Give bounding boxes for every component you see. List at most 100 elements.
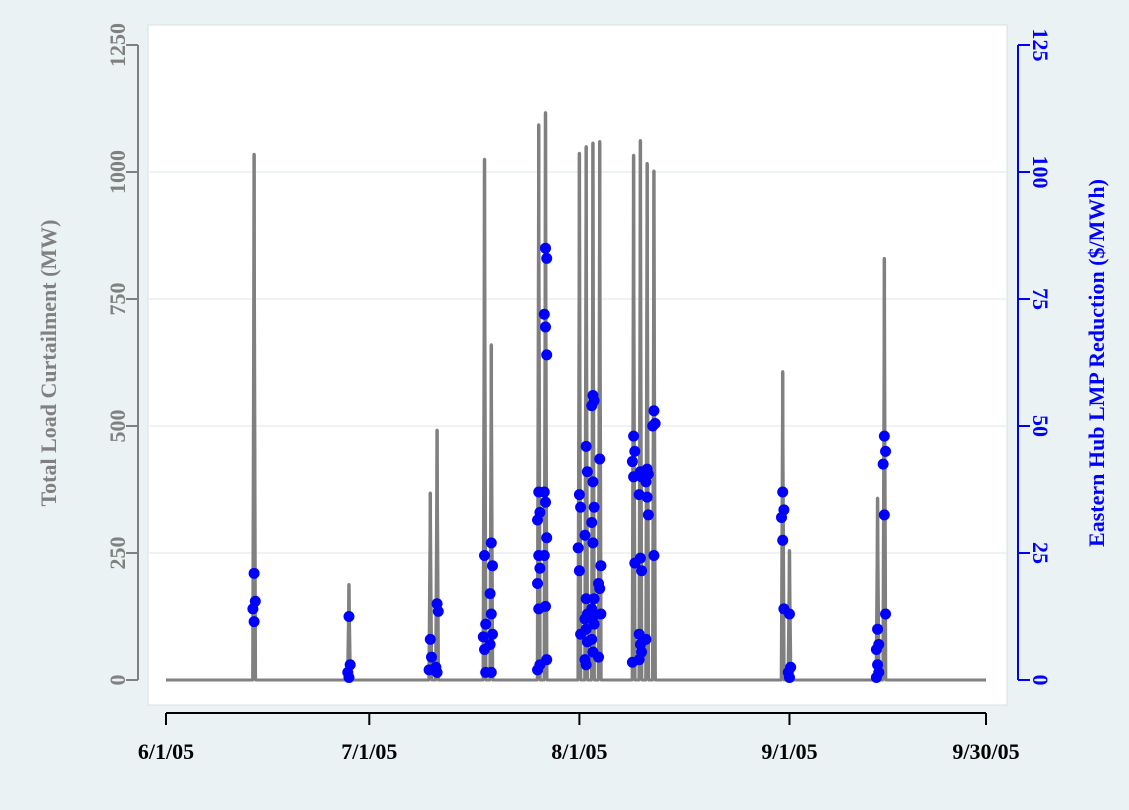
x-tick-label: 6/1/05 xyxy=(138,739,194,764)
lmp-point xyxy=(485,537,497,549)
lmp-point xyxy=(633,654,645,666)
lmp-point xyxy=(586,400,598,412)
lmp-point xyxy=(775,511,787,523)
lmp-point xyxy=(532,577,544,589)
lmp-point xyxy=(573,489,585,501)
left-tick-label: 750 xyxy=(105,283,130,316)
lmp-point xyxy=(593,651,605,663)
lmp-point xyxy=(484,638,496,650)
lmp-point xyxy=(580,623,592,635)
right-axis-ticks: 0 25 50 75 100 125 xyxy=(1018,29,1053,686)
lmp-point xyxy=(538,550,550,562)
lmp-point xyxy=(532,514,544,526)
lmp-point xyxy=(594,583,606,595)
left-axis-title: Total Load Curtailment (MW) xyxy=(36,219,61,506)
lmp-point xyxy=(587,476,599,488)
lmp-point xyxy=(484,588,496,600)
x-tick-label: 8/1/05 xyxy=(551,739,607,764)
lmp-point xyxy=(534,562,546,574)
right-tick-label: 100 xyxy=(1028,156,1053,189)
x-tick-label: 9/1/05 xyxy=(761,739,817,764)
lmp-point xyxy=(628,430,640,442)
lmp-point xyxy=(880,608,892,620)
lmp-point xyxy=(485,608,497,620)
lmp-point xyxy=(595,560,607,572)
left-axis-ticks: 0 250 500 750 1000 1250 xyxy=(105,23,138,686)
left-tick-label: 250 xyxy=(105,537,130,570)
lmp-point xyxy=(640,476,652,488)
lmp-point xyxy=(587,537,599,549)
lmp-point xyxy=(877,458,889,470)
lmp-point xyxy=(878,430,890,442)
left-tick-label: 1250 xyxy=(105,23,130,67)
lmp-point xyxy=(541,252,553,264)
right-tick-label: 25 xyxy=(1028,542,1053,564)
lmp-point xyxy=(626,456,638,468)
lmp-point xyxy=(648,405,660,417)
lmp-point xyxy=(425,651,437,663)
lmp-point xyxy=(588,618,600,630)
left-tick-label: 1000 xyxy=(105,150,130,194)
lmp-point xyxy=(431,666,443,678)
lmp-point xyxy=(572,542,584,554)
lmp-point xyxy=(580,659,592,671)
lmp-point xyxy=(870,671,882,683)
lmp-point xyxy=(580,440,592,452)
lmp-point xyxy=(538,486,550,498)
lmp-point xyxy=(870,644,882,656)
x-tick-label: 7/1/05 xyxy=(341,739,397,764)
lmp-point xyxy=(872,623,884,635)
lmp-point xyxy=(540,600,552,612)
left-tick-label: 0 xyxy=(105,675,130,686)
lmp-point xyxy=(248,616,260,628)
lmp-point xyxy=(538,308,550,320)
lmp-point xyxy=(480,618,492,630)
lmp-point xyxy=(636,565,648,577)
lmp-point xyxy=(532,664,544,676)
lmp-point xyxy=(541,654,553,666)
lmp-point xyxy=(647,420,659,432)
x-axis-ticks: 6/1/05 7/1/05 8/1/05 9/1/05 9/30/05 xyxy=(138,713,1020,764)
lmp-point xyxy=(247,603,259,615)
lmp-point xyxy=(343,611,355,622)
lmp-point xyxy=(248,567,260,579)
lmp-point xyxy=(588,501,600,513)
lmp-point xyxy=(540,496,552,508)
lmp-point xyxy=(586,517,598,529)
x-tick-label: 9/30/05 xyxy=(952,739,1019,764)
lmp-point xyxy=(641,491,653,503)
lmp-point xyxy=(580,593,592,605)
lmp-point xyxy=(783,608,795,620)
right-tick-label: 125 xyxy=(1028,29,1053,62)
lmp-point xyxy=(540,242,552,254)
lmp-point xyxy=(777,534,789,546)
lmp-point xyxy=(485,666,497,678)
lmp-points xyxy=(247,242,892,683)
lmp-point xyxy=(540,321,552,333)
lmp-point xyxy=(640,633,652,645)
lmp-point xyxy=(432,605,444,617)
lmp-point xyxy=(783,671,795,683)
lmp-point xyxy=(424,633,436,645)
lmp-point xyxy=(629,445,641,457)
right-tick-label: 0 xyxy=(1028,675,1053,686)
lmp-point xyxy=(477,631,489,643)
lmp-point xyxy=(581,466,593,478)
lmp-point xyxy=(541,349,553,361)
lmp-point xyxy=(343,671,355,683)
lmp-point xyxy=(595,608,607,620)
lmp-point xyxy=(486,628,498,640)
lmp-point xyxy=(575,501,587,513)
lmp-point xyxy=(648,550,660,562)
lmp-point xyxy=(634,552,646,564)
lmp-point xyxy=(579,529,591,541)
lmp-point xyxy=(573,565,585,577)
lmp-point xyxy=(541,532,553,544)
lmp-point xyxy=(594,453,606,465)
lmp-point xyxy=(588,593,600,605)
right-tick-label: 50 xyxy=(1028,415,1053,437)
right-tick-label: 75 xyxy=(1028,288,1053,310)
lmp-point xyxy=(479,550,491,562)
lmp-point xyxy=(642,509,654,521)
